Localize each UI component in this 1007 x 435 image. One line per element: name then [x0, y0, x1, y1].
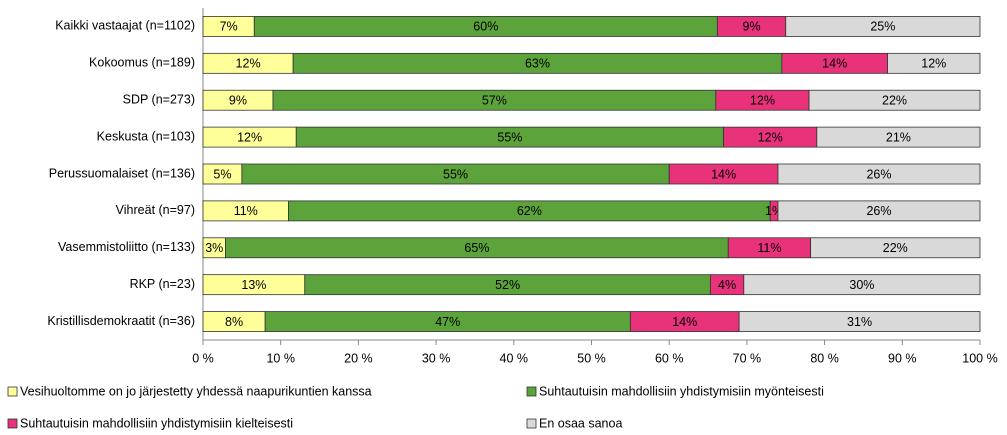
x-tick-label: 10 %	[266, 351, 295, 365]
legend-swatch	[7, 418, 18, 429]
data-label: 8%	[225, 315, 243, 329]
data-label: 26%	[866, 167, 891, 181]
data-label: 47%	[435, 315, 460, 329]
bar-segment	[777, 163, 981, 185]
legend-swatch	[7, 386, 18, 397]
data-label: 21%	[886, 130, 911, 144]
bar-segment	[777, 200, 981, 222]
x-tick-label: 50 %	[577, 351, 606, 365]
data-label: 55%	[497, 130, 522, 144]
x-tick-label: 40 %	[500, 351, 529, 365]
y-tick-label: Vasemmistoliitto (n=133)	[58, 240, 195, 254]
data-label: 11%	[757, 241, 781, 255]
data-label: 63%	[525, 57, 550, 71]
x-tick-label: 80 %	[810, 351, 839, 365]
data-label: 22%	[882, 94, 907, 108]
data-label: 12%	[236, 57, 261, 71]
y-tick-label: RKP (n=23)	[130, 277, 195, 291]
data-label: 3%	[205, 241, 223, 255]
bar-segment	[743, 274, 981, 296]
data-label: 52%	[495, 278, 520, 292]
data-label: 14%	[822, 57, 847, 71]
data-label: 4%	[718, 278, 736, 292]
y-tick-label: Keskusta (n=103)	[97, 129, 195, 143]
data-label: 25%	[870, 20, 895, 34]
bar-segment	[785, 16, 981, 37]
data-label: 65%	[464, 241, 489, 255]
data-label: 57%	[482, 94, 507, 108]
x-tick-label: 20 %	[344, 351, 373, 365]
bar-segment	[810, 237, 981, 259]
legend-label: Suhtautuisin mahdollisiin yhdistymisiin …	[539, 384, 824, 398]
data-label: 12%	[921, 57, 946, 71]
data-label: 26%	[866, 204, 891, 218]
data-label: 62%	[517, 204, 542, 218]
y-tick-label: Perussuomalaiset (n=136)	[49, 166, 195, 180]
bar-segment	[816, 126, 981, 148]
legend-label: En osaa sanoa	[539, 416, 622, 430]
bar-segment	[887, 52, 981, 74]
data-label: 12%	[750, 94, 775, 108]
x-tick-label: 0 %	[192, 351, 214, 365]
data-label: 13%	[241, 278, 266, 292]
x-tick-label: 90 %	[888, 351, 917, 365]
data-label: 12%	[758, 130, 783, 144]
data-label: 7%	[220, 20, 238, 34]
legend-swatch	[526, 386, 537, 397]
x-tick-label: 30 %	[422, 351, 451, 365]
data-label: 14%	[711, 167, 736, 181]
x-tick-label: 100 %	[962, 351, 997, 365]
bar-segment	[808, 89, 981, 111]
data-label: 9%	[743, 20, 761, 34]
x-tick-label: 60 %	[655, 351, 684, 365]
data-label: 14%	[672, 315, 697, 329]
data-label: 31%	[847, 315, 872, 329]
y-tick-label: SDP (n=273)	[123, 93, 195, 107]
x-tick-label: 70 %	[733, 351, 762, 365]
data-label: 22%	[883, 241, 908, 255]
y-tick-label: Kristillisdemokraatit (n=36)	[47, 314, 195, 328]
data-label: 55%	[443, 167, 468, 181]
data-label: 9%	[229, 94, 247, 108]
y-tick-label: Kaikki vastaajat (n=1102)	[55, 19, 195, 33]
data-label: 30%	[849, 278, 874, 292]
data-label: 60%	[473, 20, 498, 34]
data-label: 5%	[213, 167, 231, 181]
legend-swatch	[526, 418, 537, 429]
legend-label: Vesihuoltomme on jo järjestetty yhdessä …	[20, 384, 372, 398]
y-tick-label: Kokoomus (n=189)	[89, 56, 195, 70]
legend-label: Suhtautuisin mahdollisiin yhdistymisiin …	[20, 416, 293, 430]
data-label: 12%	[237, 130, 262, 144]
data-label: 11%	[234, 204, 258, 218]
y-tick-label: Vihreät (n=97)	[116, 203, 195, 217]
bar-segment	[738, 311, 981, 332]
